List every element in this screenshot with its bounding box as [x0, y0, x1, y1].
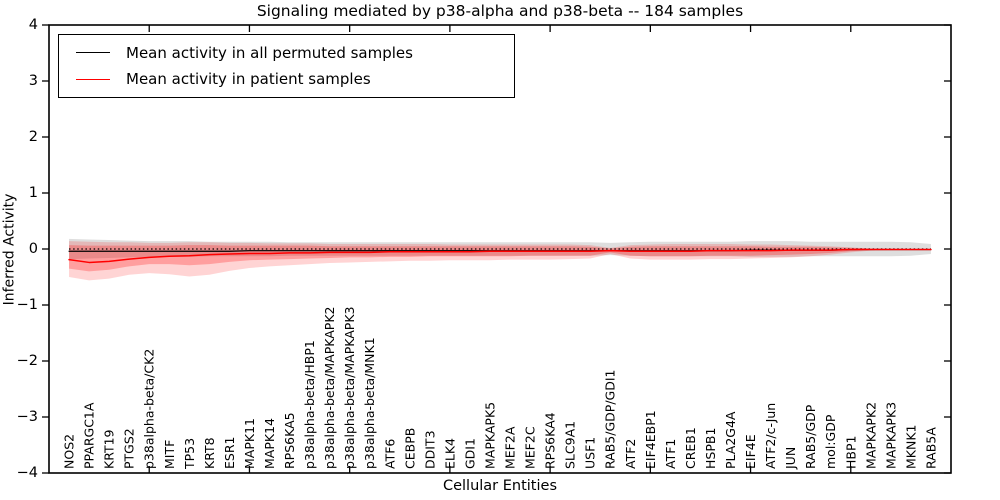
x-category-label: KRT8 [202, 437, 217, 469]
x-category-label: SLC9A1 [563, 421, 578, 469]
legend-label: Mean activity in patient samples [126, 70, 371, 89]
y-tick-label: −4 [17, 465, 38, 481]
x-category-label: EIF4E [743, 434, 758, 469]
x-category-label: RPS6KA4 [543, 412, 558, 469]
x-category-label: MAPK11 [242, 418, 257, 469]
x-category-label: DDIT3 [422, 430, 437, 469]
x-category-label: HSPB1 [703, 428, 718, 469]
x-category-label: MEF2A [503, 426, 518, 469]
x-category-label: PTGS2 [122, 428, 137, 469]
x-category-label: MKNK1 [903, 425, 918, 469]
legend-entry-patient: Mean activity in patient samples [59, 70, 514, 88]
x-category-label: RPS6KA5 [282, 412, 297, 469]
x-category-label: RAB5/GDP/GDI1 [603, 370, 618, 469]
x-category-label: p38alpha-beta/MNK1 [362, 337, 377, 469]
x-category-label: CEBPB [402, 428, 417, 469]
x-category-label: ATF2/c-Jun [763, 403, 778, 469]
x-axis-label: Cellular Entities [442, 478, 558, 494]
x-category-label: p38alpha-beta/MAPKAPK3 [342, 307, 357, 470]
x-category-label: RAB5A [923, 427, 938, 469]
x-category-label: MAPK14 [262, 418, 277, 469]
y-tick-label: −2 [17, 353, 38, 369]
x-category-label: ELK4 [442, 438, 457, 469]
x-category-label: RAB5/GDP [803, 404, 818, 469]
legend-entry-permuted: Mean activity in all permuted samples [59, 44, 514, 62]
patient-mean-line [68, 248, 932, 264]
x-category-label: NOS2 [62, 434, 77, 469]
x-category-label: ESR1 [222, 437, 237, 469]
x-category-label: EIF4EBP1 [643, 410, 658, 469]
x-category-label: ATF6 [382, 439, 397, 469]
x-category-label: KRT19 [102, 429, 117, 469]
x-category-label: MEF2C [523, 426, 538, 469]
y-tick-label: −3 [17, 409, 38, 425]
x-category-label: p38alpha-beta/HBP1 [302, 340, 317, 469]
y-tick-label: −1 [17, 297, 38, 313]
x-category-label: ATF1 [663, 439, 678, 469]
x-category-label: MITF [162, 440, 177, 469]
x-category-label: PLA2G4A [723, 411, 738, 469]
y-tick-label: 4 [29, 17, 38, 33]
x-category-label: PPARGC1A [82, 402, 97, 469]
permuted-line-swatch [76, 52, 110, 54]
x-category-label: MAPKAPK2 [863, 402, 878, 469]
y-tick-label: 1 [29, 185, 38, 201]
x-category-label: mol:GDP [823, 414, 838, 469]
x-category-label: HBP1 [843, 436, 858, 469]
x-category-label: TP53 [182, 438, 197, 470]
x-category-label: ATF2 [623, 439, 638, 469]
x-category-label: GDI1 [462, 438, 477, 469]
patient-samples-inner-band [69, 245, 931, 272]
x-category-label: JUN [783, 447, 798, 470]
x-category-label: USF1 [583, 437, 598, 469]
x-category-label: MAPKAPK5 [482, 402, 497, 469]
legend-label: Mean activity in all permuted samples [126, 43, 413, 62]
x-category-label: CREB1 [683, 427, 698, 469]
y-tick-label: 3 [29, 73, 38, 89]
x-category-label: p38alpha-beta/CK2 [142, 349, 157, 469]
legend: Mean activity in all permuted samples Me… [58, 34, 515, 98]
y-tick-label: 0 [29, 241, 38, 257]
x-category-label: p38alpha-beta/MAPKAPK2 [322, 307, 337, 470]
y-tick-label: 2 [29, 129, 38, 145]
chart-title: Signaling mediated by p38-alpha and p38-… [256, 2, 744, 20]
x-category-label: MAPKAPK3 [883, 402, 898, 469]
patient-line-swatch [76, 78, 110, 80]
